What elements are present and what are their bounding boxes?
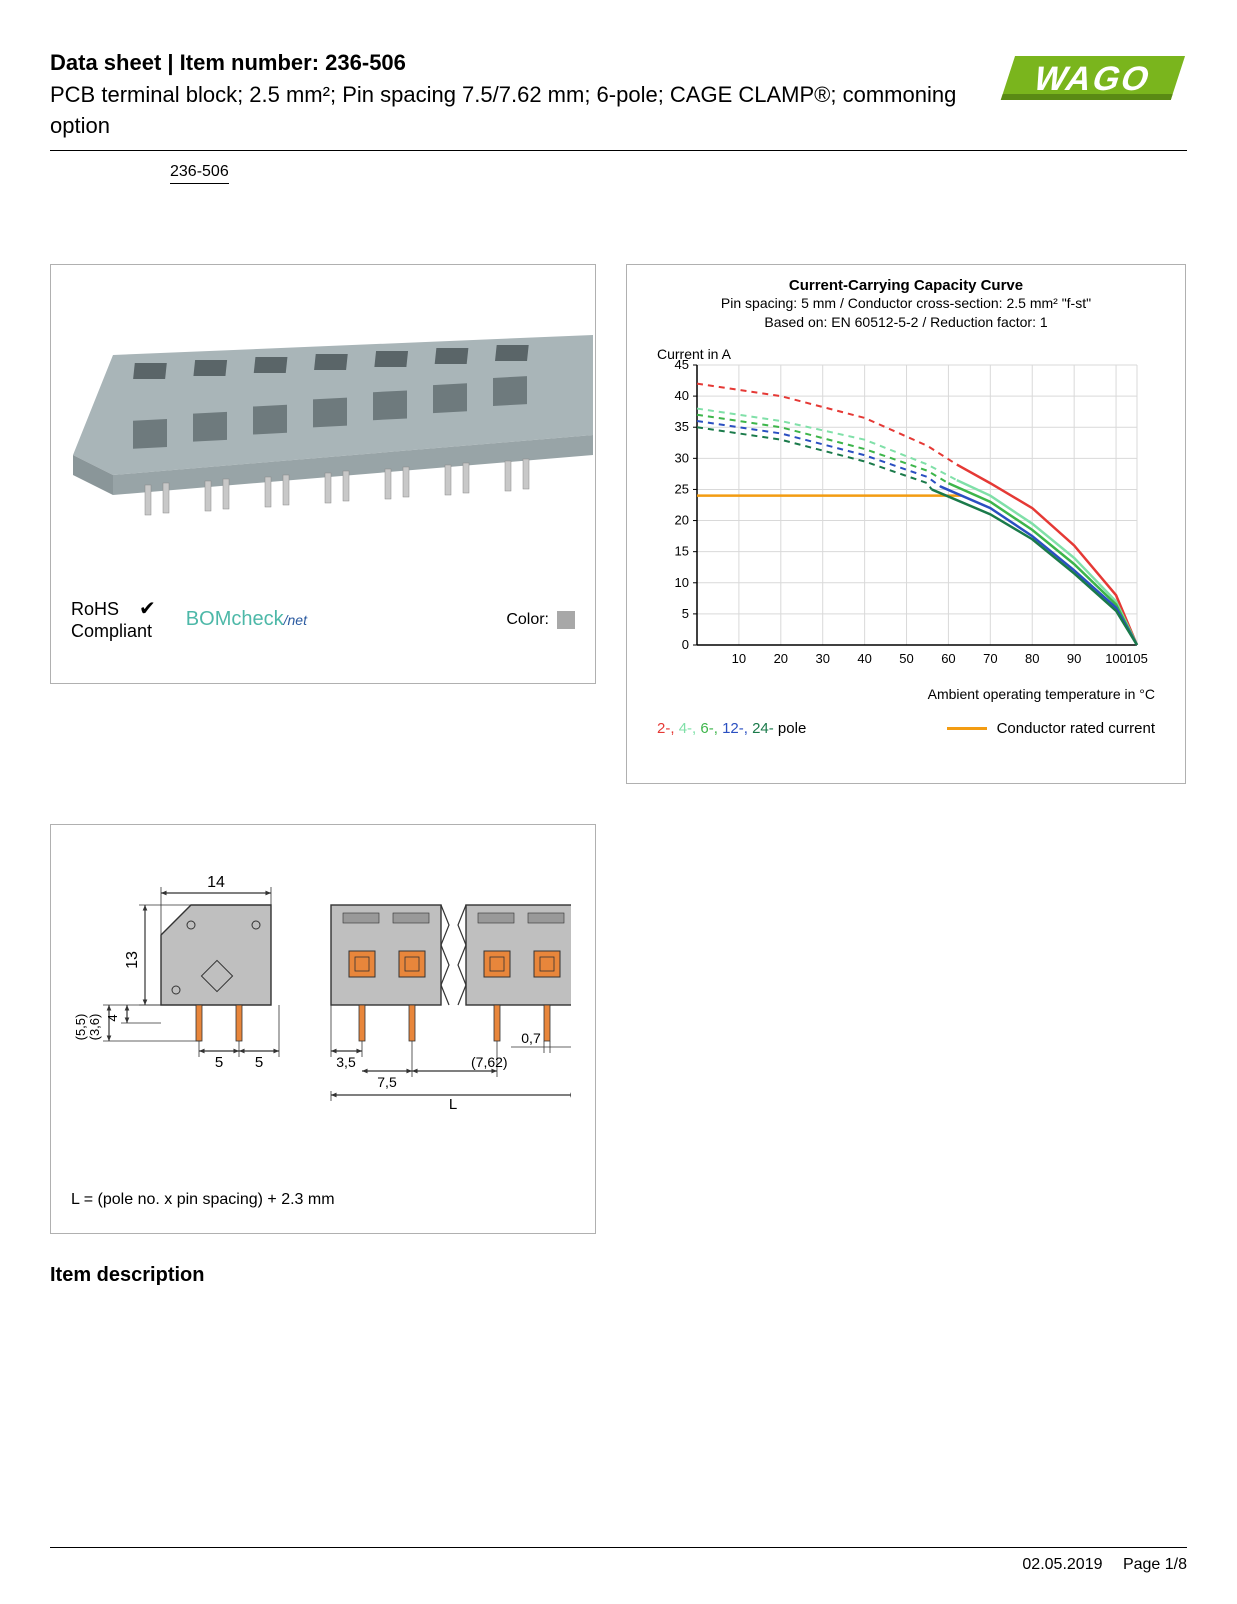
svg-text:5: 5 <box>255 1054 263 1071</box>
dimensions-drawing: 14 13 (3,6)(5,5) 4 5 5 3,5 7,5 (7,62) 0,7 L <box>71 845 571 1145</box>
svg-text:3,5: 3,5 <box>336 1054 356 1070</box>
svg-text:10: 10 <box>732 651 746 666</box>
header-title: Data sheet | Item number: 236-506 <box>50 50 967 76</box>
svg-text:100: 100 <box>1105 651 1127 666</box>
chart-sub1: Pin spacing: 5 mm / Conductor cross-sect… <box>647 294 1165 314</box>
color-block: Color: <box>506 611 575 629</box>
svg-text:20: 20 <box>774 651 788 666</box>
svg-text:105: 105 <box>1126 651 1148 666</box>
svg-text:40: 40 <box>857 651 871 666</box>
svg-text:45: 45 <box>675 357 689 372</box>
bomcheck-text: BOMcheck <box>186 608 284 630</box>
svg-text:0: 0 <box>682 637 689 652</box>
bomcheck-suffix: /net <box>284 612 307 628</box>
item-tag-row: 236-506 <box>50 159 1187 184</box>
svg-text:(5,5): (5,5) <box>73 1013 88 1040</box>
chart-area: Current in A 10 20 30 40 50 60 70 80 90 100105 0 5 10… <box>647 345 1165 680</box>
title-sep: | <box>161 50 179 75</box>
chart-panel: Current-Carrying Capacity Curve Pin spac… <box>626 264 1186 784</box>
svg-text:(7,62): (7,62) <box>471 1054 508 1070</box>
svg-text:50: 50 <box>899 651 913 666</box>
wago-logo: WAGO <box>987 50 1187 111</box>
check-icon: ✔ <box>139 598 156 620</box>
product-image <box>51 265 595 565</box>
rohs-block: RoHS ✔ Compliant <box>71 597 156 643</box>
svg-text:70: 70 <box>983 651 997 666</box>
item-description-heading: Item description <box>50 1264 1187 1287</box>
header-text: Data sheet | Item number: 236-506 PCB te… <box>50 50 967 142</box>
svg-text:10: 10 <box>675 575 689 590</box>
item-number: 236-506 <box>325 50 406 75</box>
svg-text:13: 13 <box>124 951 141 969</box>
color-label: Color: <box>506 611 549 629</box>
legend-conductor: Conductor rated current <box>947 720 1155 737</box>
svg-text:90: 90 <box>1067 651 1081 666</box>
bomcheck-logo: BOMcheck/net <box>186 608 307 631</box>
svg-text:80: 80 <box>1025 651 1039 666</box>
chart-sub2: Based on: EN 60512-5-2 / Reduction facto… <box>647 313 1165 333</box>
svg-text:5: 5 <box>682 606 689 621</box>
rohs-label: RoHS <box>71 599 119 619</box>
svg-text:60: 60 <box>941 651 955 666</box>
legend-poles: 2-, 4-, 6-, 12-, 24- pole <box>657 720 806 737</box>
top-panels: RoHS ✔ Compliant BOMcheck/net Color: Cur… <box>50 264 1187 784</box>
dimensions-formula: L = (pole no. x pin spacing) + 2.3 mm <box>71 1191 335 1209</box>
rohs-compliant: Compliant <box>71 621 156 643</box>
footer-page: Page 1/8 <box>1123 1556 1187 1573</box>
chart-svg: Current in A 10 20 30 40 50 60 70 80 90 100105 0 5 10… <box>647 345 1167 675</box>
svg-text:5: 5 <box>215 1054 223 1071</box>
svg-text:Current in A: Current in A <box>657 346 732 362</box>
svg-text:15: 15 <box>675 543 689 558</box>
legend-line-icon <box>947 727 987 730</box>
svg-text:25: 25 <box>675 481 689 496</box>
svg-text:14: 14 <box>207 874 225 891</box>
compliance-row: RoHS ✔ Compliant BOMcheck/net Color: <box>71 597 575 643</box>
svg-text:7,5: 7,5 <box>377 1074 397 1090</box>
dimensions-panel: 14 13 (3,6)(5,5) 4 5 5 3,5 7,5 (7,62) 0,7 L L = (p… <box>50 824 596 1234</box>
svg-text:40: 40 <box>675 388 689 403</box>
legend-conductor-label: Conductor rated current <box>997 720 1155 737</box>
product-panel: RoHS ✔ Compliant BOMcheck/net Color: <box>50 264 596 684</box>
item-tag: 236-506 <box>170 163 229 184</box>
header-subtitle: PCB terminal block; 2.5 mm²; Pin spacing… <box>50 80 967 142</box>
svg-text:35: 35 <box>675 419 689 434</box>
svg-text:(3,6): (3,6) <box>87 1013 102 1040</box>
svg-text:WAGO: WAGO <box>1029 60 1157 98</box>
item-label: Item number: <box>180 50 319 75</box>
chart-title: Current-Carrying Capacity Curve <box>647 277 1165 294</box>
svg-text:30: 30 <box>675 450 689 465</box>
svg-text:4: 4 <box>105 1014 120 1021</box>
footer-date: 02.05.2019 <box>1022 1556 1102 1573</box>
chart-xlabel: Ambient operating temperature in °C <box>647 686 1165 702</box>
svg-text:L: L <box>449 1096 457 1113</box>
svg-text:30: 30 <box>815 651 829 666</box>
title-prefix: Data sheet <box>50 50 161 75</box>
legend-row: 2-, 4-, 6-, 12-, 24- pole Conductor rate… <box>647 720 1165 737</box>
svg-text:0,7: 0,7 <box>521 1030 541 1046</box>
page-footer: 02.05.2019 Page 1/8 <box>50 1547 1187 1574</box>
color-swatch <box>557 611 575 629</box>
page-header: Data sheet | Item number: 236-506 PCB te… <box>50 50 1187 151</box>
svg-text:20: 20 <box>675 512 689 527</box>
